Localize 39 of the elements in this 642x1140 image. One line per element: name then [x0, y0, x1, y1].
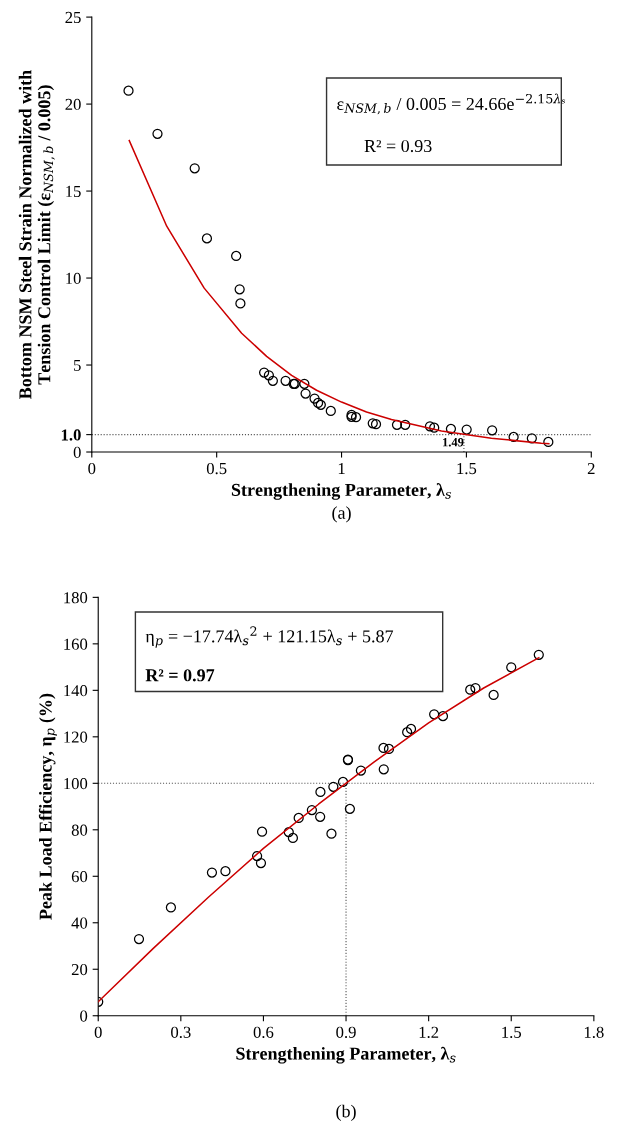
x-tick-label: 1.5 [502, 1026, 522, 1038]
x-axis-title: Strengthening Parameter, λ$_{s}$ [231, 483, 452, 500]
y-tick-label: 5 [74, 359, 81, 371]
y-tick-label: 1.0 [61, 429, 81, 441]
y-tick-label: 0 [80, 1010, 88, 1022]
annotation: R² = 0.93 [364, 139, 432, 153]
y-tick-label: 180 [64, 592, 88, 604]
y-tick-label: 10 [66, 272, 81, 284]
ref-line-label: 1.49 [443, 438, 464, 447]
annotation: η$_{p}$ = −17.74λ$_{s}$$^{2}$ + 121.15λ$_{s}$ + 5.87 [145, 626, 394, 648]
y-tick-label: 140 [64, 685, 88, 697]
y-tick-label: 120 [64, 731, 88, 743]
x-tick-label: 1.8 [584, 1026, 604, 1038]
x-tick-label: 2 [587, 462, 595, 474]
y-axis-title: Peak Load Efficiency, η$_{p}$ (%) [38, 693, 57, 920]
x-tick-label: 0.9 [336, 1026, 356, 1038]
x-tick-label: 1 [338, 462, 345, 474]
x-tick-label: 0 [94, 1026, 102, 1038]
annotation: R² = 0.97 [145, 669, 215, 682]
x-tick-label: 0.3 [171, 1026, 191, 1038]
x-tick-label: 0.5 [206, 462, 227, 475]
y-tick-label: 25 [65, 11, 81, 24]
y-tick-label: 100 [64, 778, 88, 790]
x-axis-title: Strengthening Parameter, λ$_{s}$ [236, 1046, 456, 1064]
y-tick-label: 60 [71, 870, 88, 883]
x-tick-label: 1.2 [419, 1026, 439, 1038]
y-tick-label: 160 [64, 638, 88, 650]
y-tick-label: 20 [65, 98, 81, 111]
y-tick-label: 40 [71, 917, 88, 929]
x-tick-label: 0 [88, 462, 96, 475]
x-tick-label: 1.5 [457, 462, 477, 475]
text: (b) [336, 1104, 356, 1122]
x-tick-label: 0.6 [253, 1026, 274, 1038]
text: (a) [332, 506, 351, 523]
y-tick-label: 15 [66, 185, 81, 198]
y-tick-label: 20 [71, 963, 88, 976]
y-tick-label: 0 [73, 446, 81, 458]
y-tick-label: 80 [71, 824, 88, 836]
y-axis-title: Bottom NSM Steel Strain Normalized with Tension Control Limit (ε$_{NSM,b}$ / 0.005) [18, 70, 55, 399]
